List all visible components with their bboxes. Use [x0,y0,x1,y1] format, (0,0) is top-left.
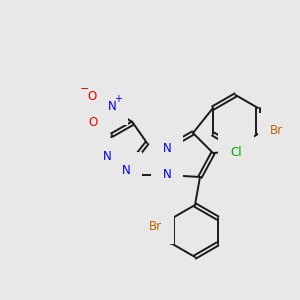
Text: N: N [163,142,171,154]
Text: −: − [80,84,90,94]
Text: N: N [103,149,111,163]
Text: +: + [114,94,122,104]
Text: N: N [163,169,171,182]
Text: N: N [122,164,130,176]
Text: N: N [108,100,116,113]
Text: Br: Br [269,124,283,137]
Text: O: O [88,116,98,128]
Text: Br: Br [149,220,162,232]
Text: Cl: Cl [230,146,242,158]
Text: O: O [87,89,97,103]
